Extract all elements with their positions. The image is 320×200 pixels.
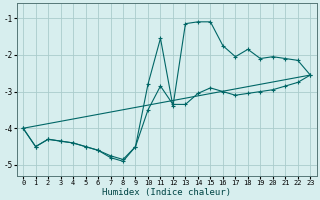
- X-axis label: Humidex (Indice chaleur): Humidex (Indice chaleur): [102, 188, 231, 197]
